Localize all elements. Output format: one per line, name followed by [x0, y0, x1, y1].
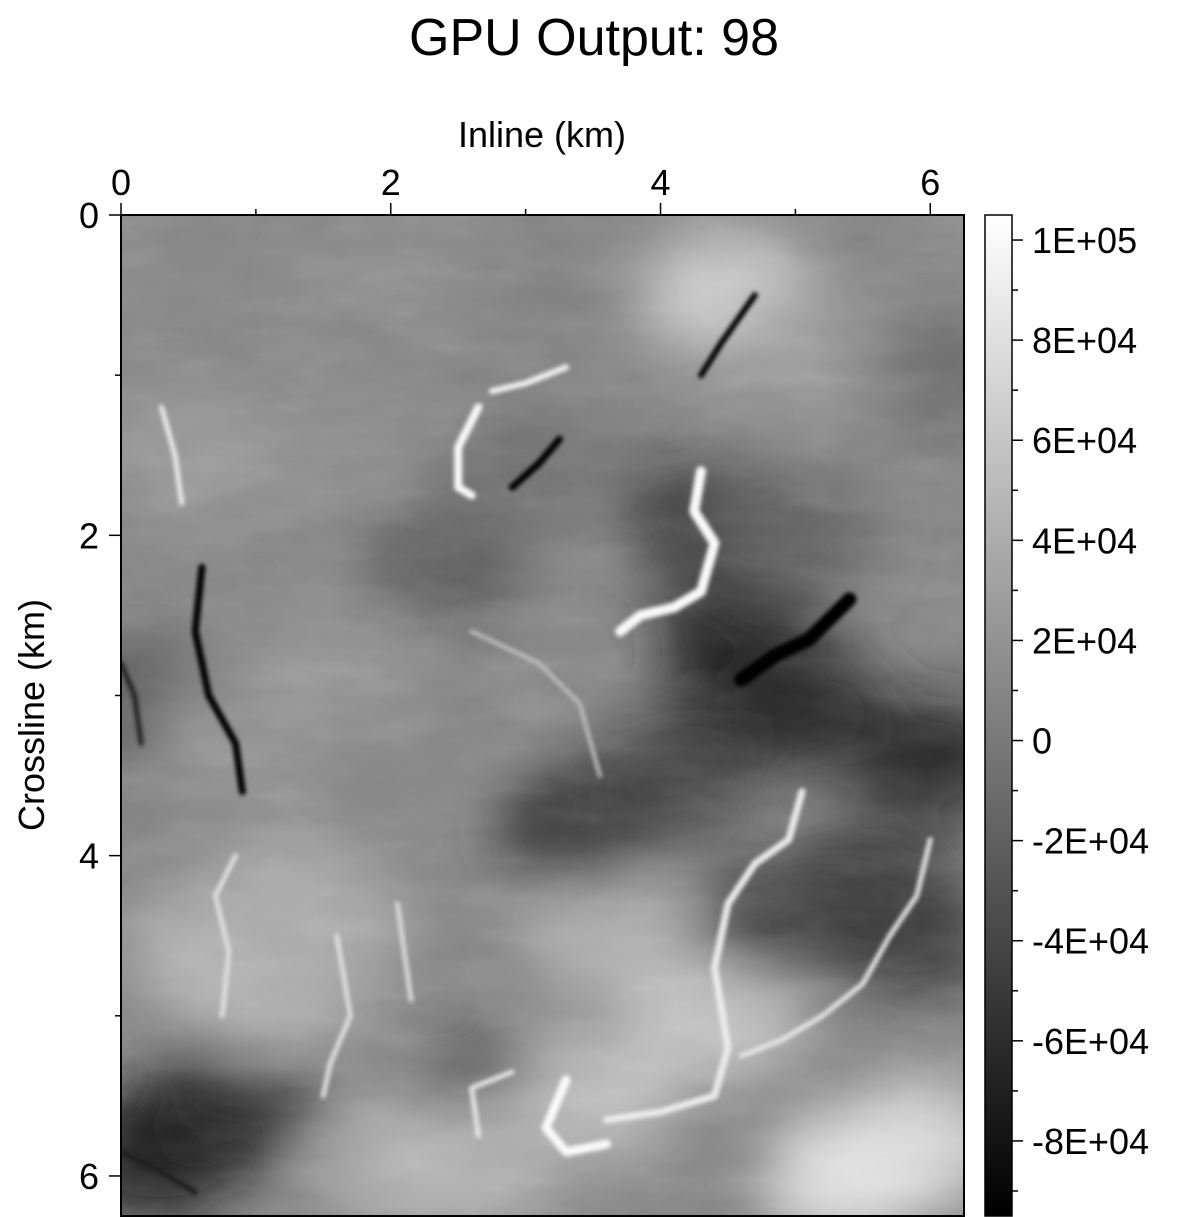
heatmap-ridge-3 [454, 403, 483, 500]
heatmap-ridge-8 [734, 592, 857, 687]
colorbar [984, 214, 1013, 1217]
x-tick-label: 6 [920, 162, 940, 203]
y-tick-label: 4 [79, 836, 99, 877]
x-axis: 0 2 4 6 [111, 162, 940, 215]
heatmap-ridge-15 [212, 853, 239, 1019]
heatmap-ridge-5 [508, 435, 563, 491]
heatmap-ridge-4 [488, 364, 570, 395]
heatmap-ridge-9 [603, 788, 806, 1124]
chart-title: GPU Output: 98 [409, 9, 779, 67]
y-tick-label: 6 [79, 1156, 99, 1197]
heatmap-texture [121, 215, 964, 1216]
heatmap-ridge-12 [469, 1069, 515, 1139]
colorbar-axis: 1E+05 8E+04 6E+04 4E+04 2E+04 0 -2E+04 -4E+04 -6… [1012, 220, 1149, 1192]
heatmap-ridge-13 [320, 933, 353, 1099]
colorbar-tick-label: -4E+04 [1032, 921, 1149, 962]
colorbar-tick-label: 0 [1032, 721, 1052, 762]
colorbar-tick-label: -2E+04 [1032, 821, 1149, 862]
colorbar-tick-label: -8E+04 [1032, 1121, 1149, 1162]
heatmap-ridge-14 [395, 901, 414, 1003]
heatmap-ridge-11 [541, 1075, 612, 1157]
x-tick-label: 0 [111, 162, 131, 203]
heatmap-ridge-10 [738, 837, 933, 1059]
plot-frame [120, 214, 965, 1217]
colorbar-tick-label: 1E+05 [1032, 220, 1137, 261]
heatmap-ridge-16 [121, 1148, 199, 1195]
y-axis: 0 2 4 6 [79, 195, 121, 1197]
y-axis-label: Crossline (km) [11, 599, 52, 831]
heatmap-area [121, 215, 964, 1216]
colorbar-tick-label: -6E+04 [1032, 1021, 1149, 1062]
x-axis-label: Inline (km) [458, 114, 626, 155]
heatmap-ridge-0 [191, 563, 246, 796]
heatmap-ridge-17 [469, 629, 602, 778]
heatmap-ridges [121, 292, 933, 1195]
y-tick-label: 0 [79, 195, 99, 236]
heatmap-ridge-7 [698, 292, 758, 379]
x-tick-label: 4 [651, 162, 671, 203]
colorbar-tick-label: 6E+04 [1032, 420, 1137, 461]
colorbar-tick-label: 2E+04 [1032, 620, 1137, 661]
colorbar-tick-label: 8E+04 [1032, 320, 1137, 361]
heatmap-ridge-1 [121, 660, 144, 746]
y-tick-label: 2 [79, 515, 99, 556]
x-tick-label: 2 [381, 162, 401, 203]
heatmap-ridge-2 [159, 404, 185, 506]
heatmap-ridge-6 [615, 466, 720, 637]
colorbar-tick-label: 4E+04 [1032, 520, 1137, 561]
